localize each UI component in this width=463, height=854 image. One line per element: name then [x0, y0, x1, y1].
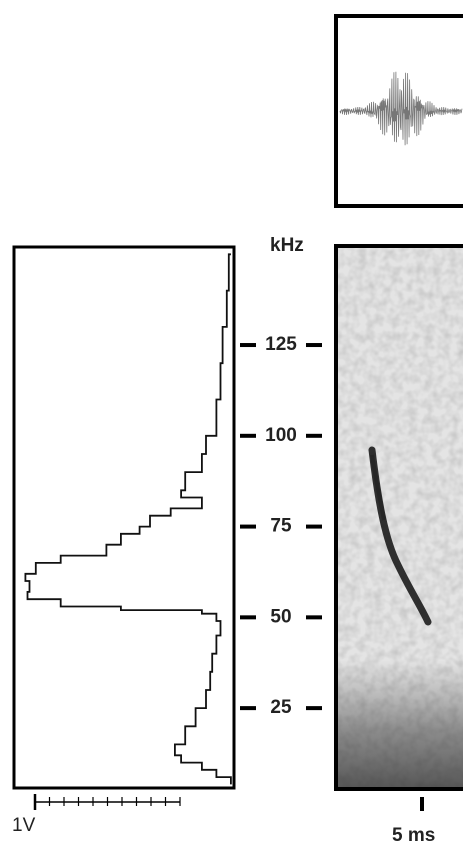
y-tick-label: 75	[270, 516, 292, 537]
waveform-trace	[339, 71, 463, 146]
spectrogram-frame	[334, 244, 463, 791]
y-tick-label: 125	[265, 334, 297, 355]
y-tick-label: 25	[270, 697, 292, 718]
spectrogram	[337, 247, 463, 788]
waveform	[339, 71, 463, 146]
y-tick-label: 50	[270, 606, 291, 627]
spectrum-frame	[12, 245, 236, 790]
amplitude-scale-label: 1V	[12, 815, 36, 836]
spectrum-line	[24, 253, 232, 785]
y-unit-label: kHz	[270, 235, 304, 256]
y-tick-label: 100	[265, 425, 297, 446]
time-scale-label: 5 ms	[392, 825, 435, 846]
time-scale-bar	[420, 797, 424, 811]
